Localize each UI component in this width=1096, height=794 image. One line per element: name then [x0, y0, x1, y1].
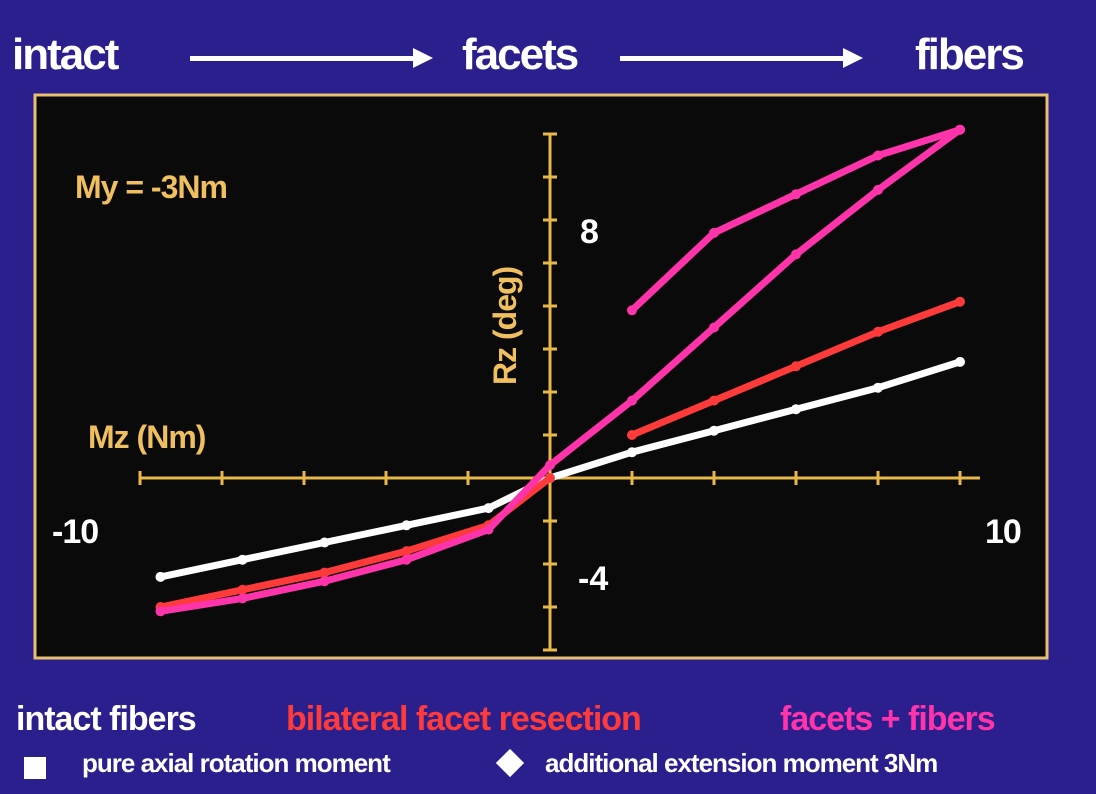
series-line [546, 358, 964, 482]
y-axis-label: Rz (deg) [487, 266, 523, 385]
data-point [545, 473, 555, 483]
x-axis-label: Mz (Nm) [88, 419, 206, 455]
arrow-icon [620, 48, 863, 68]
data-point [319, 567, 330, 578]
arrow-icon [190, 48, 433, 68]
data-point [483, 503, 494, 514]
series-line [157, 474, 554, 581]
title-facets: facets [462, 30, 579, 79]
data-point [791, 404, 801, 415]
data-point [627, 395, 637, 406]
data-point [401, 554, 412, 565]
legend-square-label: pure axial rotation moment [82, 748, 391, 778]
y-tick-label: 8 [580, 213, 599, 251]
legend-facet: bilateral facet resection [286, 700, 642, 738]
data-point [791, 189, 801, 200]
data-point [319, 576, 330, 587]
data-point [155, 606, 166, 617]
data-point [709, 227, 719, 238]
data-point [709, 395, 719, 406]
data-point [709, 322, 719, 333]
title-intact: intact [12, 30, 119, 79]
data-point [873, 184, 883, 195]
x-tick-label: 10 [985, 513, 1021, 551]
data-point [483, 524, 494, 535]
data-point [627, 447, 637, 458]
square-icon [24, 757, 46, 779]
data-point [319, 537, 330, 548]
title-fibers: fibers [915, 30, 1025, 79]
data-point [237, 554, 248, 565]
data-point [237, 584, 248, 595]
data-point [627, 305, 637, 316]
data-point [791, 249, 801, 260]
data-point [401, 520, 412, 531]
axis-labels: My = -3Nm Mz (Nm) Rz (deg) -10 10 8 -4 [52, 169, 1022, 598]
legend-fibers: facets + fibers [780, 700, 996, 738]
y-tick-label: -4 [578, 560, 608, 598]
data-point [237, 593, 248, 604]
data-point [791, 361, 801, 372]
data-point [709, 425, 719, 436]
legend-diamond-label: additional extension moment 3Nm [545, 748, 938, 778]
data-point [545, 460, 555, 471]
data-point [873, 326, 883, 337]
data-point [873, 150, 883, 161]
data-point [873, 382, 883, 393]
data-point [955, 124, 965, 135]
data-point [155, 571, 166, 582]
data-point [955, 296, 965, 307]
data-point [401, 546, 412, 557]
x-tick-label: -10 [52, 513, 98, 551]
legend-intact: intact fibers [16, 700, 197, 738]
data-point [627, 430, 637, 440]
data-point [955, 356, 965, 367]
annotation: My = -3Nm [75, 169, 227, 205]
series-group [155, 124, 965, 617]
